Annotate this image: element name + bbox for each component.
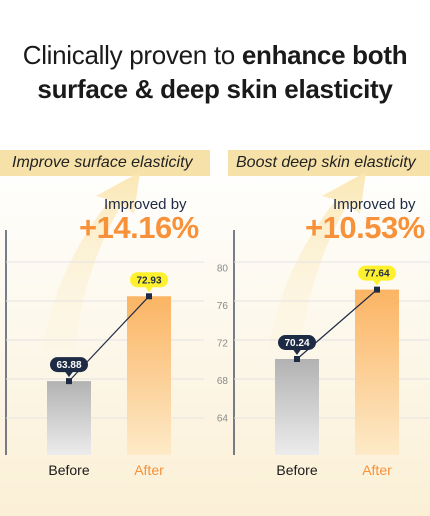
surface-point-marker [66,378,72,385]
headline-regular: Clinically proven to [22,40,242,70]
deep-improvement-value: +10.53% [305,210,425,245]
increase-arrow-decoration [42,172,140,350]
deep-elasticity-band [228,150,430,176]
deep-elasticity-label: Boost deep skin elasticity [236,154,416,171]
headline-line-1: Clinically proven to enhance both [0,38,430,72]
headline-line-2: surface & deep skin elasticity [0,72,430,106]
deep-improved-label: Improved by [333,196,416,213]
increase-arrow-decoration [268,172,366,350]
deep-data-label: 77.64 [364,269,389,280]
surface-category-label: Before [48,462,89,478]
deep-badge-pointer [373,280,381,286]
surface-data-label: 63.88 [56,360,81,371]
surface-badge-pointer [145,286,153,293]
deep-badge-pointer [293,349,301,355]
surface-elasticity-band [0,150,210,176]
surface-bar-after [127,296,171,455]
deep-category-label: Before [276,462,317,478]
surface-point-marker [146,293,152,300]
headline-bold-1: enhance both [241,40,408,70]
surface-elasticity-label: Improve surface elasticity [12,154,193,171]
deep-y-tick-label: 64 [217,414,229,425]
deep-y-tick-label: 76 [217,301,229,312]
surface-category-label: After [134,462,164,478]
deep-value-badge [278,335,316,350]
deep-value-badge [358,265,396,281]
deep-data-label: 70.24 [284,338,309,349]
deep-bar-before [275,359,319,455]
surface-value-badge [50,357,88,373]
deep-category-label: After [362,462,392,478]
surface-improved-label: Improved by [104,196,187,213]
deep-point-marker [294,356,300,362]
deep-bar-after [355,289,399,455]
surface-data-label: 72.93 [136,275,161,286]
deep-y-tick-label: 68 [217,376,229,387]
surface-value-badge [130,272,168,288]
surface-bar-before [47,381,91,455]
deep-y-tick-label: 72 [217,339,229,350]
surface-badge-pointer [65,371,73,378]
surface-improvement-value: +14.16% [79,210,199,245]
headline: Clinically proven to enhance both surfac… [0,38,430,106]
headline-bold-2: surface & deep skin elasticity [37,74,393,104]
deep-point-marker [374,286,380,293]
deep-y-tick-label: 80 [217,264,229,275]
